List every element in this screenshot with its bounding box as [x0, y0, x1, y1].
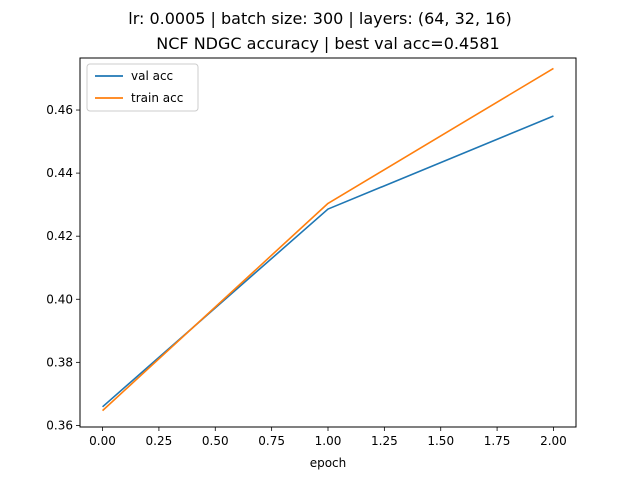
x-tick-label: 0.00 [89, 434, 116, 448]
y-tick-label: 0.36 [46, 418, 73, 432]
x-tick-label: 1.25 [371, 434, 398, 448]
x-axis-label: epoch [310, 456, 347, 470]
legend-label-val-acc: val acc [131, 69, 173, 83]
y-axis-ticks: 0.36 0.38 0.40 0.42 0.44 0.46 [46, 103, 80, 432]
chart-subtitle: NCF NDGC accuracy | best val acc=0.4581 [156, 34, 499, 53]
y-tick-label: 0.44 [46, 166, 73, 180]
x-tick-label: 1.75 [484, 434, 511, 448]
x-tick-label: 1.00 [315, 434, 342, 448]
series-lines [102, 67, 554, 412]
y-tick-label: 0.42 [46, 229, 73, 243]
x-tick-label: 1.50 [427, 434, 454, 448]
y-tick-label: 0.38 [46, 355, 73, 369]
y-tick-label: 0.46 [46, 103, 73, 117]
y-tick-label: 0.40 [46, 292, 73, 306]
x-tick-label: 0.50 [202, 434, 229, 448]
legend-label-train-acc: train acc [131, 91, 183, 105]
legend: val acc train acc [86, 63, 199, 112]
x-tick-label: 0.75 [258, 434, 285, 448]
chart-title: lr: 0.0005 | batch size: 300 | layers: (… [128, 9, 511, 28]
series-line-train-acc [102, 67, 554, 412]
x-axis-ticks: 0.00 0.25 0.50 0.75 1.00 1.25 1.50 1.75 2.00 [89, 427, 567, 448]
x-tick-label: 2.00 [540, 434, 567, 448]
x-tick-label: 0.25 [146, 434, 173, 448]
